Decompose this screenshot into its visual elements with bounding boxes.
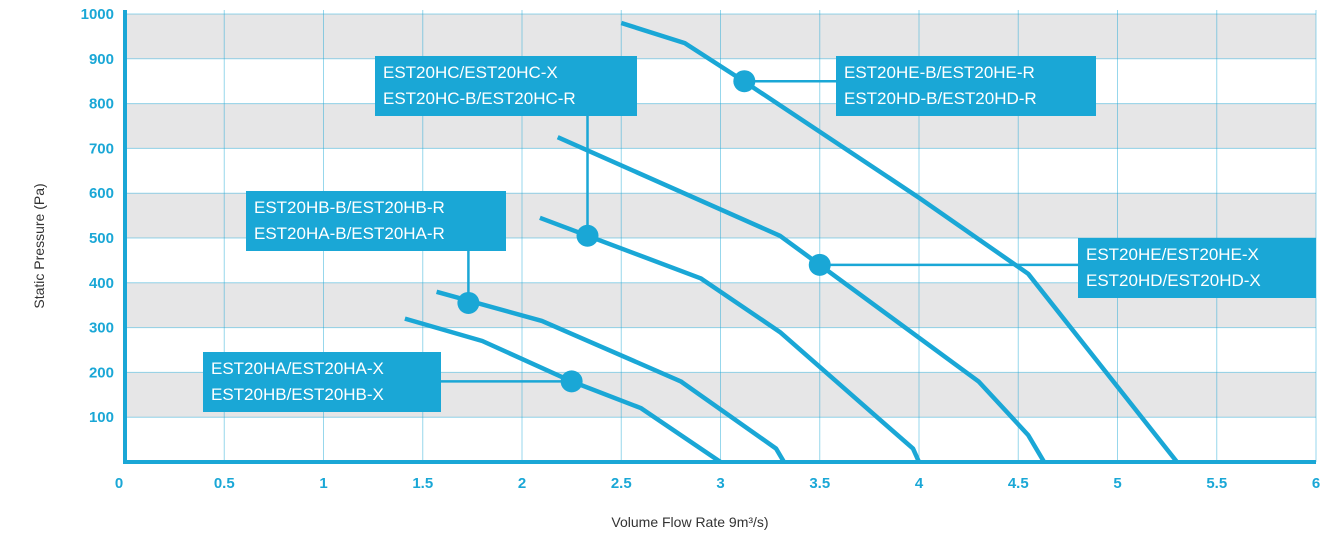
x-tick-label: 1.5 [412, 475, 433, 492]
y-tick-label: 400 [89, 275, 114, 292]
y-tick-label: 700 [89, 140, 114, 157]
series-line-4 [556, 135, 1047, 464]
callout-label-text: EST20HE-B/EST20HE-R [844, 63, 1035, 82]
y-tick-label: 300 [89, 320, 114, 337]
callout-label-text: EST20HC/EST20HC-X [383, 63, 558, 82]
callout-label-box [1078, 238, 1316, 298]
y-tick-label: 200 [89, 364, 114, 381]
x-tick-label: 3 [716, 475, 724, 492]
y-axis-title: Static Pressure (Pa) [31, 183, 47, 308]
y-tick-label: 800 [89, 96, 114, 113]
y-tick-label: 900 [89, 51, 114, 68]
callout-marker [560, 370, 583, 393]
x-tick-label: 0.5 [214, 475, 235, 492]
callouts: EST20HA/EST20HA-X EST20HB/EST20HB-X EST20H… [203, 56, 1316, 412]
axes [123, 10, 1316, 464]
callout-label-box [375, 56, 637, 116]
y-tick-label: 1000 [81, 6, 114, 23]
x-tick-label: 2.5 [611, 475, 632, 492]
band-2 [125, 103, 1316, 149]
x-tick-label: 1 [319, 475, 327, 492]
band-0 [125, 14, 1316, 59]
series-line-2 [436, 289, 786, 464]
callout-label-text: EST20HB/EST20HB-X [211, 385, 384, 404]
callout-label-box [836, 56, 1096, 116]
callout-marker [808, 253, 831, 276]
callout-label-text: EST20HB-B/EST20HB-R [254, 198, 445, 217]
series-line-5 [620, 20, 1179, 464]
x-tick-label: 3.5 [809, 475, 830, 492]
callout-label-text: EST20HA/EST20HA-X [211, 359, 384, 378]
callout-label-text: EST20HD-B/EST20HD-R [844, 89, 1037, 108]
y-tick-label: 600 [89, 185, 114, 202]
y-tick-label: 100 [89, 409, 114, 426]
callout-marker [457, 291, 480, 314]
x-tick-label: 2 [518, 475, 526, 492]
callout-marker [576, 224, 599, 247]
x-tick-label: 4 [915, 475, 924, 492]
callout-label-box [203, 352, 441, 412]
y-tick-label: 500 [89, 230, 114, 247]
series-line-3 [539, 215, 922, 463]
x-axis-title: Volume Flow Rate 9m³/s) [611, 514, 768, 530]
callout-marker [733, 70, 756, 93]
callout-label-box [246, 191, 506, 251]
callout-label-text: EST20HC-B/EST20HC-R [383, 89, 576, 108]
callout-label-text: EST20HA-B/EST20HA-R [254, 224, 445, 243]
tick-labels: 0 0.5 1 1.5 2 2.5 3 3.5 4 4.5 5 5.5 6 100 200 300 400 500… [81, 6, 1321, 492]
callout-label-text: EST20HE/EST20HE-X [1086, 245, 1259, 264]
callout-label-text: EST20HD/EST20HD-X [1086, 271, 1261, 290]
x-tick-label: 5.5 [1206, 475, 1227, 492]
x-tick-label: 5 [1113, 475, 1121, 492]
x-tick-label: 6 [1312, 475, 1320, 492]
x-tick-label: 0 [115, 475, 123, 492]
x-tick-label: 4.5 [1008, 475, 1029, 492]
